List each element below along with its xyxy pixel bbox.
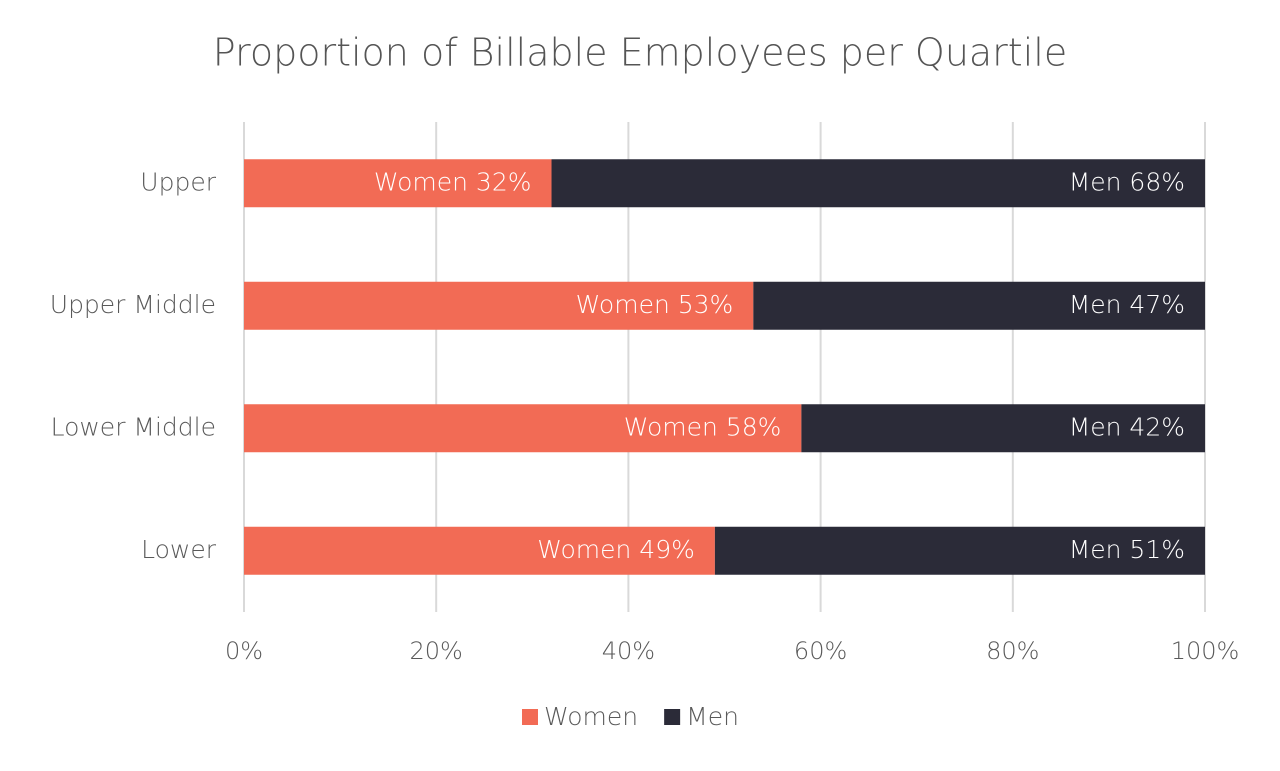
- legend-label: Men: [686, 702, 739, 731]
- x-tick-label: 100%: [1171, 637, 1240, 665]
- chart-title: Proportion of Billable Employees per Qua…: [213, 31, 1067, 75]
- x-tick-label: 0%: [225, 637, 263, 665]
- bar-segment: [801, 404, 1205, 453]
- bar-segment: [551, 159, 1205, 208]
- legend-label: Women: [544, 702, 638, 731]
- x-tick-label: 40%: [602, 637, 655, 665]
- y-tick-label: Upper Middle: [50, 290, 216, 319]
- x-tick-label: 20%: [410, 637, 463, 665]
- data-label: Women 49%: [537, 535, 695, 564]
- data-label: Women 53%: [576, 290, 734, 319]
- x-tick-label: 60%: [794, 637, 847, 665]
- x-tick-label: 80%: [986, 637, 1039, 665]
- legend-swatch: [664, 709, 681, 725]
- data-label: Men 51%: [1069, 535, 1185, 564]
- bar-segment: [244, 281, 754, 330]
- bar-segment: [714, 526, 1205, 575]
- data-label: Men 47%: [1069, 290, 1185, 319]
- y-tick-label: Lower Middle: [51, 412, 216, 441]
- data-label: Men 42%: [1069, 412, 1185, 441]
- data-label: Women 58%: [624, 412, 782, 441]
- data-label: Men 68%: [1069, 167, 1185, 196]
- bar-segment: [244, 526, 715, 575]
- y-tick-label: Lower: [141, 535, 217, 564]
- bar-segment: [244, 404, 802, 453]
- bar-segment: [244, 159, 552, 208]
- bar-segment: [753, 281, 1205, 330]
- y-tick-label: Upper: [140, 167, 216, 196]
- legend-swatch: [522, 709, 538, 725]
- data-label: Women 32%: [374, 167, 532, 196]
